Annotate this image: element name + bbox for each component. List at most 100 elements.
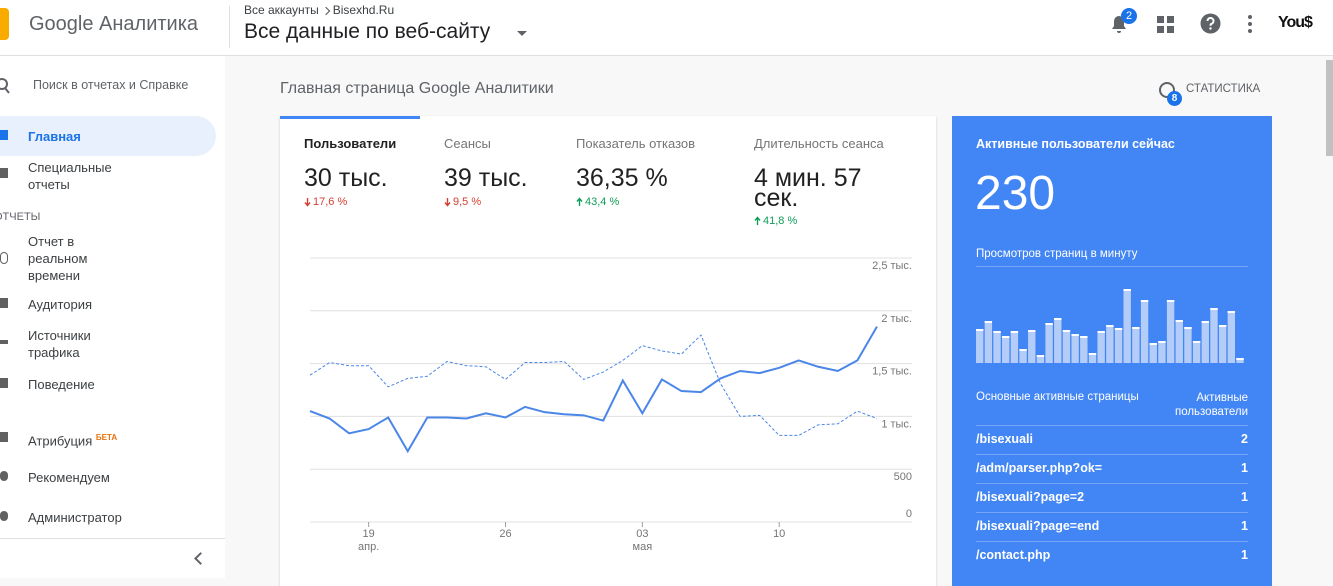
row-page[interactable]: /bisexuali?page=end xyxy=(976,519,1100,533)
row-page[interactable]: /bisexuali?page=2 xyxy=(976,490,1085,504)
metric-label[interactable]: Сеансы xyxy=(444,136,491,151)
acquisition-icon xyxy=(0,340,8,344)
metric-value: 39 тыс. xyxy=(444,164,528,192)
pageview-bar xyxy=(1140,300,1149,363)
active-tab-indicator xyxy=(280,116,420,119)
pageview-bar xyxy=(1045,323,1053,363)
pageview-bar-cap xyxy=(1158,341,1166,343)
behavior-icon xyxy=(0,378,8,388)
header xyxy=(0,0,1333,56)
row-page[interactable]: /bisexuali xyxy=(976,432,1033,446)
pageview-bar-cap xyxy=(1210,308,1218,310)
search-input[interactable]: Поиск в отчетах и Справке xyxy=(33,78,189,92)
pageview-bar-cap xyxy=(1106,325,1114,327)
pageview-bar xyxy=(1080,336,1088,363)
row-page[interactable]: /contact.php xyxy=(976,548,1051,562)
x-tick-label: 10 xyxy=(773,528,785,540)
scrollbar-thumb[interactable] xyxy=(1326,60,1333,156)
help-icon[interactable] xyxy=(1200,13,1221,34)
sidebar-divider xyxy=(0,538,225,539)
pageview-bar xyxy=(1114,328,1123,363)
pageview-bar-cap xyxy=(1045,323,1053,325)
nav-custom-reports[interactable]: Специальные отчеты xyxy=(28,160,112,192)
breadcrumb-root[interactable]: Все аккаунты xyxy=(244,3,319,17)
view-selector[interactable]: Все данные по веб-сайту xyxy=(244,20,491,43)
realtime-icon xyxy=(0,252,8,264)
pageview-bar xyxy=(1210,308,1218,363)
metric-change: 17,6 % xyxy=(313,196,348,208)
pageview-bar-cap xyxy=(1218,325,1227,327)
pageview-bar xyxy=(1236,358,1244,363)
metric-value: 4 мин. 57 сек. xyxy=(754,164,862,212)
search-icon xyxy=(0,78,10,94)
page-title: Главная страница Google Аналитики xyxy=(280,80,554,97)
pageview-bar-cap xyxy=(1028,330,1036,332)
pageview-bar-cap xyxy=(1088,353,1097,355)
breadcrumb-account[interactable]: Bisexhd.Ru xyxy=(332,3,395,17)
pageview-bar-cap xyxy=(1236,358,1244,360)
y-tick-label: 500 xyxy=(894,471,912,483)
pageview-bar-cap xyxy=(1149,343,1157,345)
pageview-bar-cap xyxy=(1140,300,1149,302)
pageview-bar xyxy=(1218,325,1227,363)
nav-acquisition[interactable]: Источники трафика xyxy=(28,328,91,360)
pageviews-title: Просмотров страниц в минуту xyxy=(976,248,1138,260)
metric-label[interactable]: Пользователи xyxy=(304,136,397,151)
pageview-bar xyxy=(1149,343,1157,363)
metric-change: 9,5 % xyxy=(453,196,482,208)
apps-icon[interactable] xyxy=(1157,16,1175,34)
attribution-icon xyxy=(0,432,8,442)
more-icon[interactable] xyxy=(1246,14,1254,34)
pageview-bar xyxy=(1175,320,1183,363)
avatar[interactable]: You$ xyxy=(1278,14,1313,31)
divider xyxy=(976,266,1248,267)
pageview-bar xyxy=(1071,334,1079,363)
nav-admin[interactable]: Администратор xyxy=(28,510,122,525)
row-page[interactable]: /adm/parser.php?ok= xyxy=(976,461,1103,475)
pageview-bar-cap xyxy=(1175,320,1183,322)
pageview-bar-cap xyxy=(1114,328,1123,330)
nav-realtime[interactable]: Отчет в реальном времени xyxy=(28,234,88,283)
section-label: ОТЧЕТЫ xyxy=(0,211,41,223)
logo-icon xyxy=(0,8,9,40)
metric-value: 30 тыс. xyxy=(304,164,388,192)
metric-label[interactable]: Длительность сеанса xyxy=(754,136,884,151)
y-tick-label: 2,5 тыс. xyxy=(872,260,912,272)
series-line xyxy=(309,326,878,454)
pageview-bar xyxy=(1123,289,1131,363)
insights-button[interactable]: СТАТИСТИКА xyxy=(1186,83,1261,95)
pageview-bar-cap xyxy=(1123,289,1131,291)
nav-audience[interactable]: Аудитория xyxy=(28,297,93,312)
beta-badge: БЕТА xyxy=(95,433,118,442)
pageview-bar-cap xyxy=(976,329,984,331)
nav-discover[interactable]: Рекомендуем xyxy=(28,470,110,485)
nav-attribution-label[interactable]: Атрибуция xyxy=(28,433,93,449)
dropdown-arrow[interactable] xyxy=(517,31,527,41)
nav-active-bg xyxy=(0,116,216,156)
pageview-bar xyxy=(1132,327,1140,363)
change-arrow xyxy=(444,198,451,207)
insights-badge[interactable]: 8 xyxy=(1167,91,1182,106)
audience-icon xyxy=(0,298,8,308)
pageview-bar xyxy=(1166,300,1175,363)
pageview-bar-cap xyxy=(1184,327,1192,329)
x-tick-label: 03 xyxy=(636,528,648,540)
metric-label[interactable]: Показатель отказов xyxy=(576,136,696,151)
nav-home[interactable]: Главная xyxy=(28,129,81,144)
table-header-page: Основные активные страницы xyxy=(976,391,1139,403)
y-tick-label: 0 xyxy=(906,508,912,520)
divider xyxy=(229,6,230,48)
pageview-bar xyxy=(1192,341,1201,363)
y-tick-label: 1 тыс. xyxy=(881,418,912,430)
breadcrumb[interactable]: Все аккаунты Bisexhd.Ru xyxy=(244,3,394,17)
x-tick-sublabel: мая xyxy=(633,541,653,553)
x-tick-sublabel: апр. xyxy=(358,541,379,553)
nav-attribution[interactable]: Атрибуция БЕТА xyxy=(28,429,168,449)
nav-behavior[interactable]: Поведение xyxy=(28,377,95,392)
y-tick-label: 2 тыс. xyxy=(881,313,912,325)
row-divider xyxy=(976,483,1248,484)
notification-badge[interactable]: 2 xyxy=(1121,8,1137,24)
pageview-bar xyxy=(1097,331,1105,363)
